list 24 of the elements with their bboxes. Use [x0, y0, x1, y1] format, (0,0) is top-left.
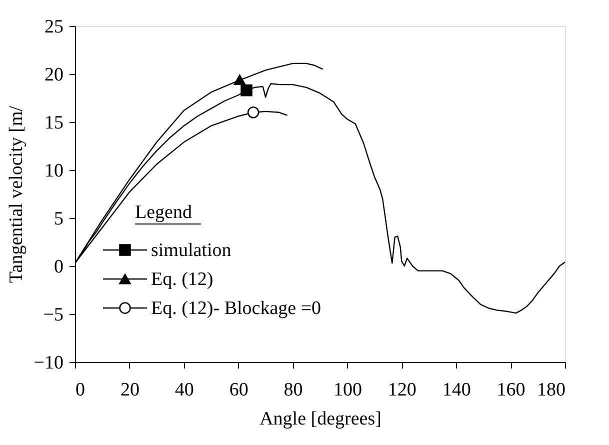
y-tick-label: 0 — [54, 256, 64, 278]
y-tick-label: −10 — [34, 352, 64, 374]
x-tick-label: 20 — [120, 380, 140, 400]
x-tick-label: 60 — [229, 380, 248, 400]
legend-title: Legend — [135, 202, 192, 223]
x-tick-label: 100 — [333, 380, 362, 400]
legend-label: simulation — [151, 240, 232, 261]
x-tick-label: 80 — [284, 380, 303, 400]
x-tick-label: 120 — [388, 380, 416, 400]
x-tick-label: 140 — [442, 380, 471, 400]
y-tick-label: −5 — [43, 304, 64, 326]
x-tick-label: 0 — [76, 380, 85, 400]
y-tick-label: 20 — [44, 64, 64, 86]
y-axis-title: Tangential velocity [m/ — [6, 105, 27, 284]
y-tick-label: 25 — [44, 16, 64, 38]
x-tick-label: 180 — [537, 380, 566, 400]
y-tick-label: 15 — [44, 112, 64, 134]
y-tick-label: 5 — [54, 208, 64, 230]
x-axis-title: Angle [degrees] — [260, 408, 382, 430]
x-tick-label: 160 — [496, 380, 526, 400]
legend-label: Eq. (12) — [151, 269, 214, 290]
legend-label: Eq. (12)- Blockage =0 — [151, 298, 322, 319]
y-tick-label: 10 — [44, 160, 64, 182]
x-tick-label: 40 — [174, 380, 194, 400]
